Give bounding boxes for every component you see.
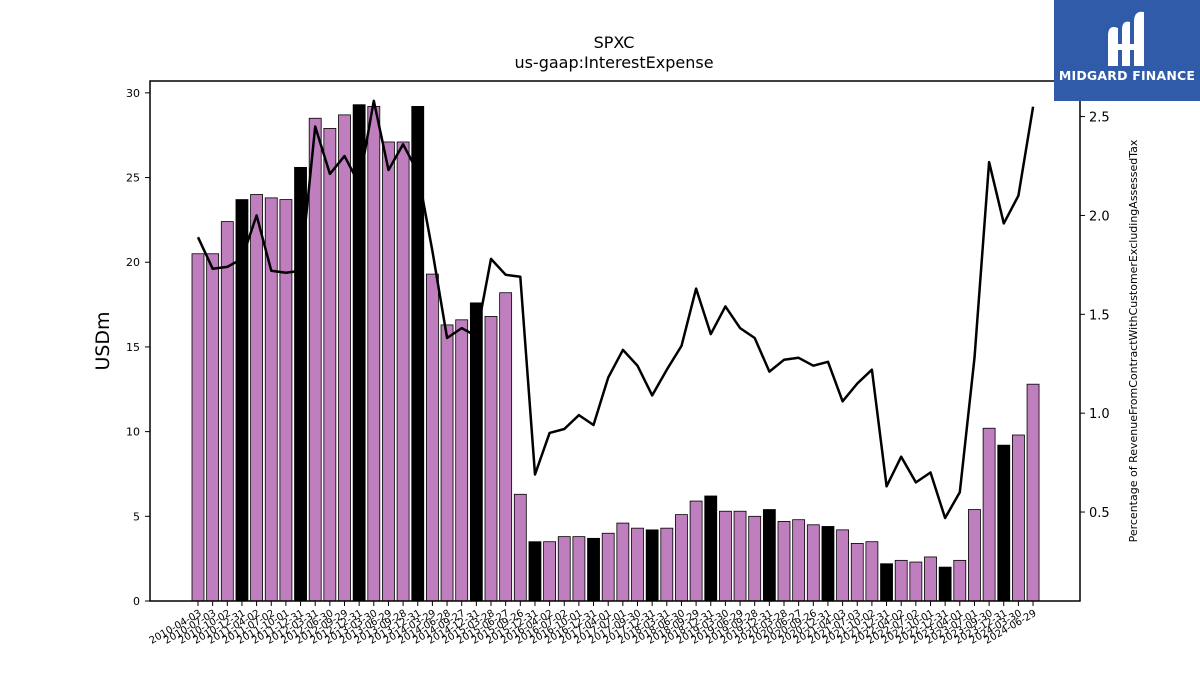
bar [543, 541, 556, 602]
y-tick-label: 10 [126, 426, 140, 439]
bar [513, 493, 527, 602]
bar [557, 536, 571, 602]
bar [909, 561, 923, 602]
midgard-m-logo-icon [1108, 11, 1144, 66]
y2-tick-label: 2.0 [1089, 209, 1110, 224]
bar [821, 526, 835, 602]
bar [572, 536, 586, 602]
bar [440, 324, 454, 602]
bar-series [191, 104, 1040, 602]
bar [411, 106, 425, 602]
y-tick-label: 25 [126, 172, 140, 185]
bar [191, 253, 205, 602]
bar [323, 128, 337, 602]
bar [338, 114, 351, 602]
bar [953, 559, 967, 602]
chart-title: SPXC [594, 33, 635, 52]
bar [616, 522, 630, 602]
y2-tick-label: 2.5 [1089, 111, 1110, 126]
bar [279, 199, 293, 602]
bar [469, 302, 483, 602]
y-tick-label: 20 [126, 256, 140, 269]
bar [1012, 434, 1025, 602]
y2-axis-label: Percentage of RevenueFromContractWithCus… [1127, 139, 1140, 542]
bar [455, 319, 469, 602]
bar [660, 527, 674, 602]
plot-frame [149, 80, 1081, 602]
bar [499, 292, 513, 602]
bar [792, 519, 806, 602]
bar [601, 532, 615, 602]
bar [206, 253, 220, 602]
bar [938, 566, 952, 602]
bar [396, 141, 410, 602]
bar [382, 141, 395, 602]
y-tick-label: 5 [133, 510, 140, 523]
bar [748, 515, 762, 602]
bar [704, 495, 718, 602]
bar [968, 509, 981, 602]
bar [719, 510, 732, 602]
logo-text: MIDGARD FINANCE [1058, 68, 1196, 83]
bar [484, 316, 498, 602]
bar [220, 221, 234, 602]
y2-tick-label: 1.5 [1089, 308, 1110, 323]
chart-subtitle: us-gaap:InterestExpense [514, 53, 713, 72]
bar [982, 427, 996, 602]
bar [836, 529, 849, 602]
midgard-finance-logo: MIDGARD FINANCE [1054, 0, 1200, 101]
bar [675, 514, 688, 602]
line-series [196, 99, 1035, 520]
bar [587, 537, 600, 602]
bar [645, 529, 659, 602]
bar [528, 541, 542, 602]
bar [880, 563, 893, 602]
bar [425, 273, 439, 602]
y2-tick-label: 0.5 [1089, 506, 1110, 521]
line-series-path [196, 99, 1035, 520]
bar [631, 527, 644, 602]
y-tick-label: 0 [133, 595, 140, 608]
bar [894, 559, 908, 602]
bar [308, 117, 322, 602]
bar [250, 194, 264, 602]
bar [762, 509, 776, 602]
bar [865, 541, 879, 602]
y-tick-label: 30 [126, 87, 140, 100]
y-axis-label: USDm [92, 311, 114, 370]
bar [806, 524, 820, 602]
bar [689, 500, 703, 602]
axis-ticks: 0510152025300.51.01.52.02.52010-04-03201… [126, 87, 1110, 647]
bar [850, 543, 864, 602]
bar [777, 520, 791, 602]
bar [1026, 383, 1040, 602]
bar [367, 106, 381, 602]
bar [924, 556, 937, 602]
bar [997, 444, 1011, 602]
y2-tick-label: 1.0 [1089, 407, 1110, 422]
bar [733, 510, 747, 602]
y-tick-label: 15 [126, 341, 140, 354]
